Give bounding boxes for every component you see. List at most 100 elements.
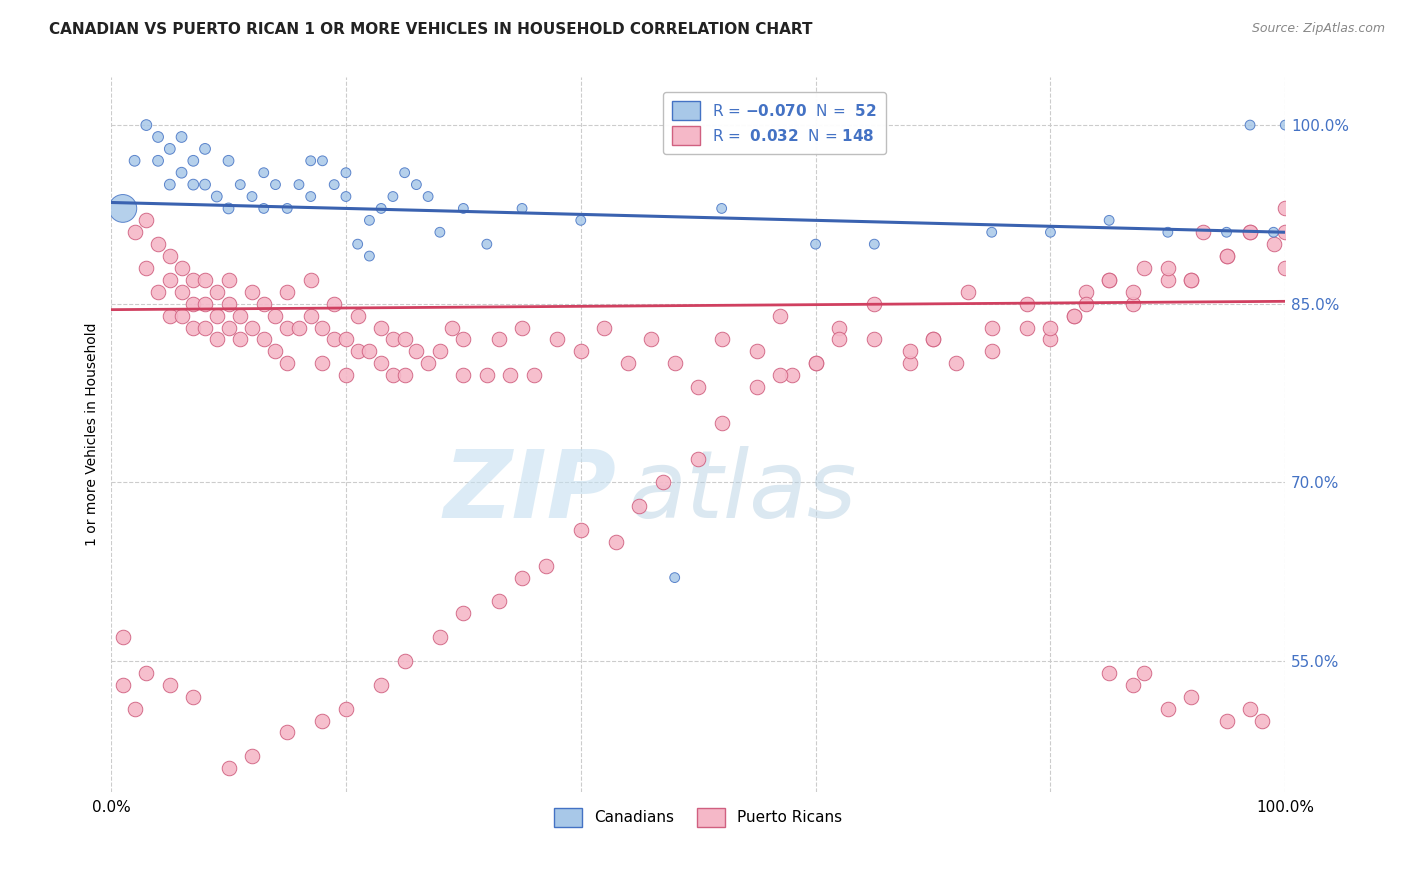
Point: [323, 333, 346, 347]
Point: [264, 309, 287, 323]
Point: [335, 368, 357, 383]
Point: [828, 320, 851, 334]
Point: [264, 344, 287, 359]
Point: [276, 320, 298, 334]
Point: [381, 368, 404, 383]
Point: [804, 356, 827, 370]
Point: [311, 714, 333, 728]
Point: [370, 202, 392, 216]
Point: [135, 260, 157, 275]
Point: [146, 130, 169, 145]
Point: [863, 333, 886, 347]
Point: [1239, 701, 1261, 715]
Point: [1039, 225, 1062, 239]
Point: [1239, 225, 1261, 239]
Point: [1039, 333, 1062, 347]
Point: [1157, 260, 1180, 275]
Point: [1098, 213, 1121, 227]
Point: [710, 333, 733, 347]
Point: [745, 380, 768, 394]
Point: [1239, 118, 1261, 132]
Point: [1215, 249, 1237, 263]
Point: [276, 285, 298, 299]
Point: [1063, 309, 1085, 323]
Point: [804, 356, 827, 370]
Point: [381, 189, 404, 203]
Point: [288, 320, 311, 334]
Point: [111, 630, 134, 644]
Point: [240, 189, 263, 203]
Point: [146, 153, 169, 168]
Point: [124, 225, 146, 239]
Point: [181, 153, 204, 168]
Text: CANADIAN VS PUERTO RICAN 1 OR MORE VEHICLES IN HOUSEHOLD CORRELATION CHART: CANADIAN VS PUERTO RICAN 1 OR MORE VEHIC…: [49, 22, 813, 37]
Point: [1274, 202, 1296, 216]
Point: [276, 202, 298, 216]
Point: [1074, 296, 1097, 310]
Point: [170, 309, 193, 323]
Point: [276, 356, 298, 370]
Point: [429, 225, 451, 239]
Point: [253, 166, 276, 180]
Point: [335, 166, 357, 180]
Point: [1122, 285, 1144, 299]
Point: [111, 202, 134, 216]
Point: [429, 630, 451, 644]
Point: [240, 285, 263, 299]
Point: [1133, 665, 1156, 680]
Point: [593, 320, 616, 334]
Point: [194, 142, 217, 156]
Point: [159, 178, 181, 192]
Point: [510, 571, 533, 585]
Point: [510, 202, 533, 216]
Point: [1098, 273, 1121, 287]
Point: [135, 213, 157, 227]
Point: [346, 309, 368, 323]
Point: [218, 202, 240, 216]
Text: atlas: atlas: [627, 446, 856, 537]
Point: [569, 344, 592, 359]
Point: [170, 130, 193, 145]
Point: [124, 701, 146, 715]
Point: [299, 309, 322, 323]
Point: [523, 368, 546, 383]
Point: [218, 273, 240, 287]
Legend: Canadians, Puerto Ricans: Canadians, Puerto Ricans: [547, 800, 849, 834]
Point: [1274, 118, 1296, 132]
Point: [323, 178, 346, 192]
Point: [359, 249, 381, 263]
Point: [205, 333, 228, 347]
Point: [664, 571, 686, 585]
Point: [135, 665, 157, 680]
Point: [534, 558, 557, 573]
Point: [194, 178, 217, 192]
Point: [922, 333, 945, 347]
Point: [194, 273, 217, 287]
Point: [181, 320, 204, 334]
Point: [323, 296, 346, 310]
Point: [299, 189, 322, 203]
Point: [181, 273, 204, 287]
Point: [1122, 678, 1144, 692]
Y-axis label: 1 or more Vehicles in Household: 1 or more Vehicles in Household: [86, 323, 100, 547]
Point: [453, 368, 475, 383]
Point: [405, 344, 427, 359]
Point: [453, 202, 475, 216]
Point: [652, 475, 675, 490]
Point: [616, 356, 638, 370]
Point: [898, 356, 921, 370]
Point: [394, 166, 416, 180]
Point: [688, 451, 710, 466]
Point: [194, 320, 217, 334]
Point: [194, 296, 217, 310]
Point: [335, 701, 357, 715]
Point: [1015, 320, 1038, 334]
Point: [359, 213, 381, 227]
Point: [1122, 296, 1144, 310]
Point: [710, 202, 733, 216]
Point: [346, 237, 368, 252]
Point: [769, 368, 792, 383]
Point: [510, 320, 533, 334]
Point: [335, 333, 357, 347]
Point: [640, 333, 662, 347]
